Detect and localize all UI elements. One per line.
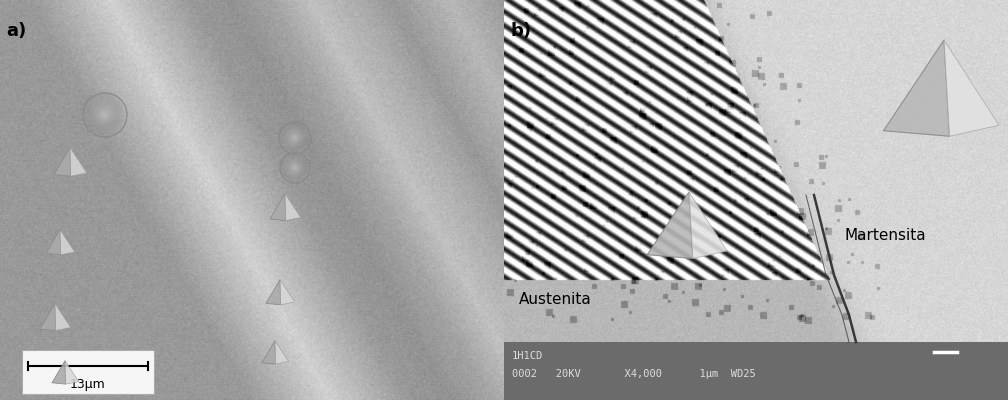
Circle shape: [94, 104, 114, 124]
Circle shape: [290, 133, 298, 142]
Circle shape: [104, 114, 106, 116]
Text: 13μm: 13μm: [71, 378, 106, 391]
Circle shape: [91, 101, 117, 126]
Polygon shape: [883, 40, 950, 136]
Circle shape: [294, 167, 295, 169]
Circle shape: [86, 96, 121, 131]
Circle shape: [278, 121, 308, 152]
Circle shape: [288, 161, 300, 174]
Circle shape: [286, 159, 302, 175]
Text: 0002   20KV       X4,000      1μm  WD25: 0002 20KV X4,000 1μm WD25: [512, 369, 756, 379]
Circle shape: [293, 136, 296, 140]
Bar: [22, 350, 154, 394]
Polygon shape: [55, 304, 71, 330]
Circle shape: [93, 102, 116, 126]
Polygon shape: [52, 361, 66, 384]
Circle shape: [90, 100, 118, 128]
Circle shape: [284, 158, 303, 176]
Circle shape: [87, 97, 120, 130]
Circle shape: [84, 93, 123, 133]
Circle shape: [283, 157, 304, 177]
Circle shape: [277, 120, 309, 152]
Circle shape: [96, 106, 112, 122]
Circle shape: [101, 111, 108, 118]
Circle shape: [99, 109, 110, 120]
Circle shape: [280, 153, 307, 180]
Polygon shape: [46, 230, 60, 255]
Circle shape: [98, 107, 111, 121]
Circle shape: [95, 105, 113, 123]
Polygon shape: [689, 192, 727, 258]
Circle shape: [289, 132, 299, 142]
Circle shape: [281, 124, 306, 149]
Circle shape: [85, 95, 122, 132]
Circle shape: [281, 154, 306, 179]
Text: Martensita: Martensita: [844, 228, 925, 242]
Circle shape: [279, 122, 307, 151]
Circle shape: [284, 127, 304, 147]
Circle shape: [287, 160, 301, 174]
Circle shape: [283, 126, 304, 148]
Circle shape: [292, 135, 297, 140]
Circle shape: [285, 128, 303, 146]
Polygon shape: [280, 280, 294, 305]
Circle shape: [103, 112, 107, 117]
Text: a): a): [6, 22, 26, 40]
Circle shape: [289, 163, 299, 172]
Circle shape: [81, 91, 125, 135]
Circle shape: [288, 132, 300, 143]
Circle shape: [279, 152, 307, 181]
Text: 1H1CD: 1H1CD: [512, 351, 543, 361]
Circle shape: [293, 166, 296, 170]
Polygon shape: [40, 304, 55, 330]
Polygon shape: [65, 361, 79, 384]
Circle shape: [291, 134, 298, 141]
Polygon shape: [60, 230, 75, 255]
Circle shape: [282, 125, 305, 149]
Polygon shape: [285, 194, 300, 220]
Circle shape: [285, 158, 302, 176]
Circle shape: [89, 98, 119, 128]
Polygon shape: [266, 280, 280, 305]
Circle shape: [290, 164, 298, 172]
Polygon shape: [270, 194, 285, 220]
Polygon shape: [54, 148, 71, 176]
Circle shape: [282, 155, 305, 179]
Text: Austenita: Austenita: [519, 292, 592, 308]
Circle shape: [286, 130, 301, 145]
Circle shape: [291, 164, 297, 171]
Circle shape: [285, 129, 302, 146]
Circle shape: [294, 137, 295, 139]
Polygon shape: [944, 40, 999, 136]
Circle shape: [100, 110, 109, 119]
Polygon shape: [262, 341, 275, 364]
Circle shape: [287, 130, 301, 144]
Circle shape: [82, 92, 124, 134]
Circle shape: [289, 162, 300, 173]
Circle shape: [292, 165, 297, 170]
Polygon shape: [647, 192, 692, 258]
Polygon shape: [70, 148, 87, 176]
Circle shape: [278, 152, 308, 182]
Text: b): b): [510, 22, 531, 40]
Circle shape: [280, 123, 307, 150]
Circle shape: [283, 156, 305, 178]
Polygon shape: [275, 341, 288, 364]
